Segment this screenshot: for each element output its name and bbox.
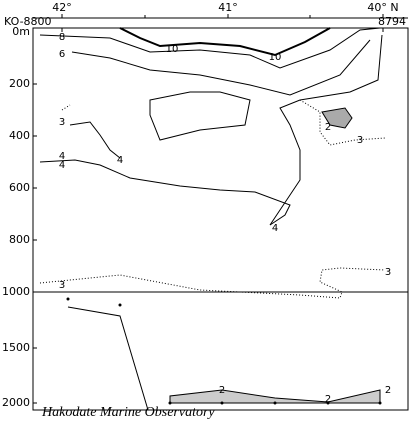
depth-label: 200 (9, 77, 30, 90)
depth-label: 1500 (2, 341, 30, 354)
contour-label: 3 (385, 267, 391, 278)
contour-label: 4 (272, 223, 278, 234)
contour-labels: 8 6 10 10 3 4 4 4 2 3 4 3 3 2 2 2 (59, 32, 391, 405)
contours (39, 27, 386, 411)
depth-label: 2000 (2, 396, 30, 409)
stations (66, 297, 382, 405)
lat-label: 41° (218, 1, 238, 14)
contour-label: 2 (219, 385, 225, 396)
frame (32, 14, 409, 411)
lat-label: 42° (52, 1, 72, 14)
contour-label: 4 (59, 151, 65, 162)
lat-label: 40° N (367, 1, 398, 14)
depth-label: 0m (12, 25, 30, 38)
contour-label: 2 (325, 394, 331, 405)
contour-label: 4 (117, 155, 123, 166)
contour-label: 2 (385, 385, 391, 396)
contour-label: 10 (166, 44, 179, 55)
contour-label: 4 (59, 160, 65, 171)
contour-label: 2 (325, 122, 331, 133)
contour-label: 8 (59, 32, 65, 43)
depth-label: 400 (9, 129, 30, 142)
contour-label: 3 (59, 280, 65, 291)
station-label: 8794 (378, 15, 406, 28)
depth-label: 1000 (2, 285, 30, 298)
contour-label: 10 (269, 52, 282, 63)
contour-label: 3 (357, 135, 363, 146)
contour-label: 3 (59, 117, 65, 128)
station-label: KO-8800 (4, 15, 52, 28)
depth-label: 800 (9, 233, 30, 246)
footer: Hakodate Marine Observatory (41, 405, 215, 420)
depth-label: 600 (9, 181, 30, 194)
contour-label: 6 (59, 49, 65, 60)
